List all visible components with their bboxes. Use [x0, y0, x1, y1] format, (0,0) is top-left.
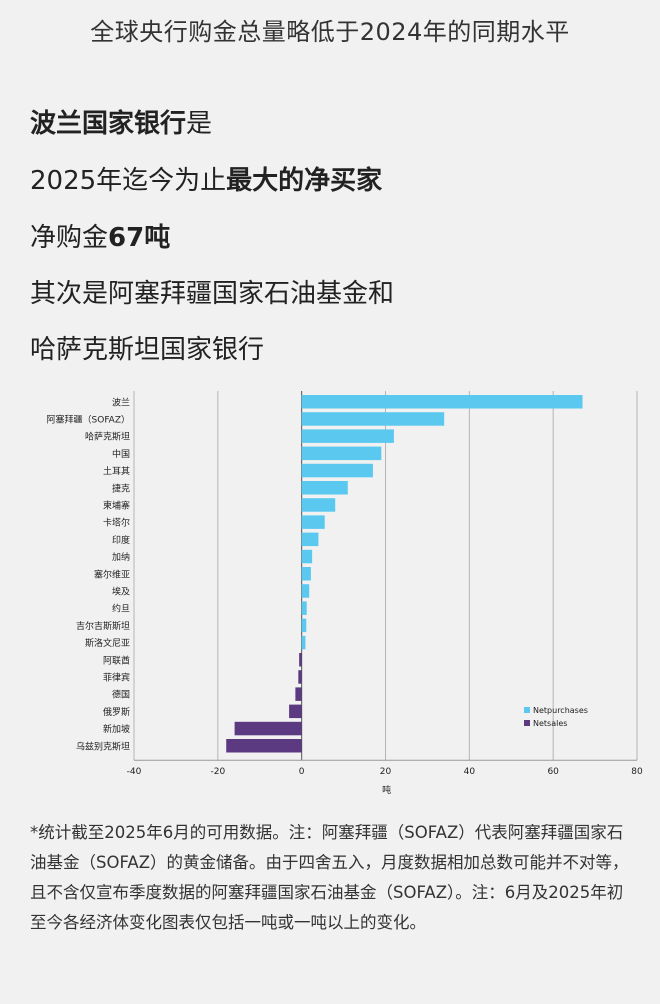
category-label: 哈萨克斯坦 [85, 431, 130, 443]
bar [301, 549, 313, 564]
category-label: 斯洛文尼亚 [85, 637, 130, 649]
bar [301, 635, 306, 650]
bar [301, 395, 583, 409]
category-label: 新加坡 [103, 723, 130, 735]
bar [301, 498, 336, 512]
bar [301, 584, 310, 598]
x-tick-label: -20 [210, 767, 225, 777]
category-label: 塞尔维亚 [94, 568, 130, 580]
bar [295, 687, 302, 701]
category-label: 卡塔尔 [103, 517, 130, 529]
category-label: 菲律宾 [103, 671, 130, 683]
headline-text: 2025年迄今为止 [30, 166, 227, 196]
headline-line-3: 净购金67吨 [30, 220, 170, 256]
headline-line-2: 2025年迄今为止最大的净买家 [30, 163, 382, 199]
bar [301, 446, 382, 461]
x-axis-label: 吨 [382, 784, 391, 796]
headline-line-5: 哈萨克斯坦国家银行 [30, 335, 265, 365]
headline-line-1: 波兰国家银行是 [30, 106, 212, 142]
category-label: 约旦 [112, 603, 130, 615]
x-tick-label: 20 [380, 767, 392, 777]
legend-swatch [524, 720, 530, 726]
bar [301, 567, 311, 581]
bar [301, 481, 348, 495]
category-label: 吉尔吉斯斯坦 [76, 620, 130, 632]
category-label: 埃及 [112, 585, 130, 597]
headline-line-4: 其次是阿塞拜疆国家石油基金和 [30, 279, 395, 309]
headline-bold-text: 波兰国家银行 [30, 109, 187, 139]
x-tick-label: 0 [299, 767, 305, 777]
headline-bold-text: 最大的净买家 [226, 166, 383, 196]
category-label: 捷克 [112, 482, 130, 494]
bar [301, 412, 445, 426]
category-label: 柬埔寨 [103, 499, 130, 511]
category-label: 印度 [112, 534, 130, 546]
category-label: 中国 [112, 448, 130, 460]
headline-text: 是 [186, 109, 213, 139]
category-label: 乌兹别克斯坦 [76, 740, 130, 752]
legend-label: Netsales [533, 719, 567, 728]
category-label: 加纳 [112, 551, 130, 563]
bar [226, 739, 302, 753]
category-label: 俄罗斯 [103, 706, 130, 718]
category-label: 阿联酋 [103, 654, 130, 666]
category-label: 德国 [112, 689, 130, 701]
category-label: 土耳其 [103, 465, 130, 477]
legend-swatch [524, 707, 530, 713]
bar [298, 670, 302, 684]
bar [301, 618, 307, 633]
bar [301, 429, 394, 443]
category-label: 波兰 [112, 396, 130, 408]
footnote: *统计截至2025年6月的可用数据。注：阿塞拜疆（SOFAZ）代表阿塞拜疆国家石… [30, 823, 629, 932]
headline-bold-text: 67吨 [108, 223, 171, 253]
x-tick-label: 40 [464, 767, 476, 777]
page-title: 全球央行购金总量略低于2024年的同期水平 [90, 18, 570, 46]
x-tick-label: 80 [631, 767, 643, 777]
bar [301, 532, 319, 547]
legend-label: Netpurchases [533, 706, 588, 715]
bar [234, 721, 302, 736]
x-tick-label: -40 [127, 767, 142, 777]
category-label: 阿塞拜疆（SOFAZ） [47, 413, 130, 425]
bar [301, 515, 325, 529]
bar [289, 704, 302, 719]
bar [299, 653, 302, 667]
headline-text: 净购金 [30, 223, 109, 253]
x-tick-label: 60 [547, 767, 559, 777]
bar [301, 601, 307, 615]
bar [301, 463, 373, 478]
